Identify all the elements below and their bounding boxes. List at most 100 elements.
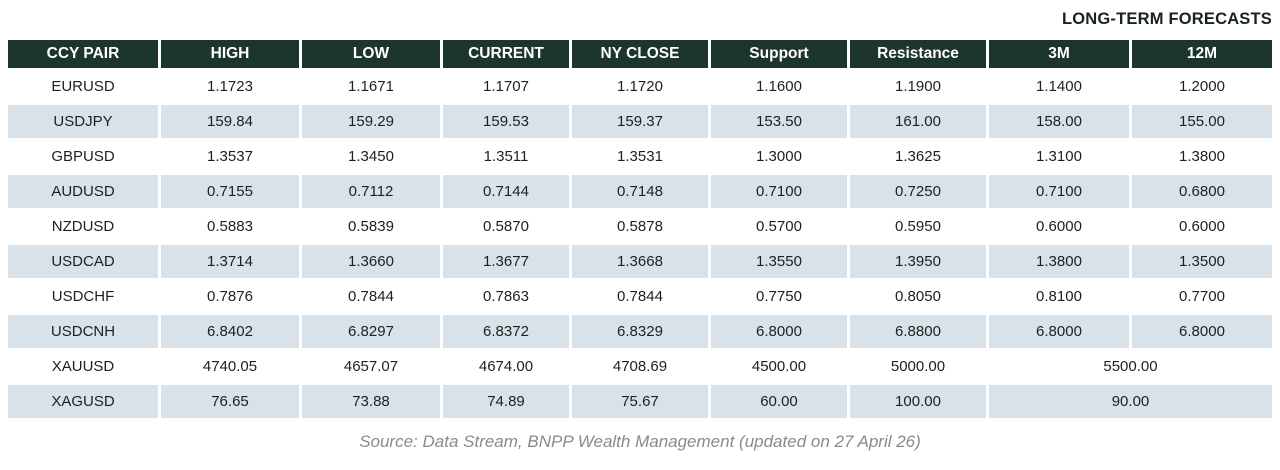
value-cell: 0.7148: [572, 175, 708, 208]
value-cell: 0.6000: [1132, 210, 1272, 243]
header-cell-12m: 12M: [1132, 40, 1272, 68]
top-band: LONG-TERM FORECASTS: [0, 0, 1280, 38]
table-header: CCY PAIR HIGH LOW CURRENT NY CLOSE Support Res…: [8, 40, 1272, 68]
value-cell: 1.3450: [302, 140, 440, 173]
ccy-pair-cell: USDCHF: [8, 280, 158, 313]
value-cell: 1.3511: [443, 140, 569, 173]
ccy-pair-cell: USDCNH: [8, 315, 158, 348]
value-cell: 159.53: [443, 105, 569, 138]
value-cell: 1.3500: [1132, 245, 1272, 278]
value-cell: 159.29: [302, 105, 440, 138]
value-cell: 1.2000: [1132, 70, 1272, 103]
value-cell: 159.84: [161, 105, 299, 138]
value-cell: 1.1707: [443, 70, 569, 103]
value-cell: 4674.00: [443, 350, 569, 383]
value-cell: 1.1400: [989, 70, 1129, 103]
value-cell: 1.3531: [572, 140, 708, 173]
value-cell: 1.3800: [1132, 140, 1272, 173]
value-cell: 0.5870: [443, 210, 569, 243]
value-cell: 0.7144: [443, 175, 569, 208]
value-cell: 0.7700: [1132, 280, 1272, 313]
value-cell: 1.1600: [711, 70, 847, 103]
fx-forecast-table: CCY PAIR HIGH LOW CURRENT NY CLOSE Support Res…: [5, 38, 1275, 420]
value-cell: 6.8329: [572, 315, 708, 348]
value-cell: 0.7844: [302, 280, 440, 313]
value-cell: 0.7863: [443, 280, 569, 313]
value-cell: 159.37: [572, 105, 708, 138]
value-cell: 0.5950: [850, 210, 986, 243]
ccy-pair-cell: EURUSD: [8, 70, 158, 103]
value-cell: 6.8372: [443, 315, 569, 348]
ccy-pair-cell: XAUUSD: [8, 350, 158, 383]
ccy-pair-cell: USDCAD: [8, 245, 158, 278]
table-row-usdcnh: USDCNH 6.8402 6.8297 6.8372 6.8329 6.8000 6.88…: [8, 315, 1272, 348]
value-cell: 1.3000: [711, 140, 847, 173]
value-cell: 5000.00: [850, 350, 986, 383]
header-cell-high: HIGH: [161, 40, 299, 68]
table-row-usdcad: USDCAD 1.3714 1.3660 1.3677 1.3668 1.3550 1.39…: [8, 245, 1272, 278]
value-cell: 1.3100: [989, 140, 1129, 173]
merged-forecast-cell: 90.00: [989, 385, 1272, 418]
value-cell: 0.5878: [572, 210, 708, 243]
header-cell-ccy-pair: CCY PAIR: [8, 40, 158, 68]
value-cell: 73.88: [302, 385, 440, 418]
value-cell: 1.1671: [302, 70, 440, 103]
ccy-pair-cell: AUDUSD: [8, 175, 158, 208]
header-cell-3m: 3M: [989, 40, 1129, 68]
ccy-pair-cell: USDJPY: [8, 105, 158, 138]
value-cell: 6.8402: [161, 315, 299, 348]
value-cell: 1.1720: [572, 70, 708, 103]
value-cell: 1.3714: [161, 245, 299, 278]
value-cell: 4657.07: [302, 350, 440, 383]
value-cell: 1.3625: [850, 140, 986, 173]
value-cell: 0.7876: [161, 280, 299, 313]
value-cell: 0.6000: [989, 210, 1129, 243]
value-cell: 0.7844: [572, 280, 708, 313]
value-cell: 0.5700: [711, 210, 847, 243]
source-note: Source: Data Stream, BNPP Wealth Managem…: [359, 432, 921, 451]
value-cell: 4708.69: [572, 350, 708, 383]
value-cell: 0.7250: [850, 175, 986, 208]
ccy-pair-cell: GBPUSD: [8, 140, 158, 173]
table-row-usdjpy: USDJPY 159.84 159.29 159.53 159.37 153.50 161.…: [8, 105, 1272, 138]
merged-forecast-cell: 5500.00: [989, 350, 1272, 383]
value-cell: 1.3537: [161, 140, 299, 173]
value-cell: 0.7100: [989, 175, 1129, 208]
value-cell: 0.7750: [711, 280, 847, 313]
value-cell: 153.50: [711, 105, 847, 138]
table-body: EURUSD 1.1723 1.1671 1.1707 1.1720 1.1600 1.19…: [8, 70, 1272, 418]
header-cell-ny-close: NY CLOSE: [572, 40, 708, 68]
value-cell: 100.00: [850, 385, 986, 418]
ccy-pair-cell: NZDUSD: [8, 210, 158, 243]
value-cell: 6.8800: [850, 315, 986, 348]
value-cell: 0.6800: [1132, 175, 1272, 208]
value-cell: 0.7155: [161, 175, 299, 208]
value-cell: 76.65: [161, 385, 299, 418]
header-cell-current: CURRENT: [443, 40, 569, 68]
value-cell: 0.5839: [302, 210, 440, 243]
value-cell: 0.7112: [302, 175, 440, 208]
value-cell: 6.8000: [989, 315, 1129, 348]
header-row: CCY PAIR HIGH LOW CURRENT NY CLOSE Support Res…: [8, 40, 1272, 68]
header-cell-support: Support: [711, 40, 847, 68]
long-term-forecasts-label: LONG-TERM FORECASTS: [1061, 10, 1272, 28]
table-row-xauusd: XAUUSD 4740.05 4657.07 4674.00 4708.69 4500.0…: [8, 350, 1272, 383]
value-cell: 60.00: [711, 385, 847, 418]
value-cell: 75.67: [572, 385, 708, 418]
value-cell: 6.8000: [711, 315, 847, 348]
value-cell: 4740.05: [161, 350, 299, 383]
table-row-eurusd: EURUSD 1.1723 1.1671 1.1707 1.1720 1.1600 1.19…: [8, 70, 1272, 103]
value-cell: 1.3660: [302, 245, 440, 278]
value-cell: 1.3668: [572, 245, 708, 278]
value-cell: 4500.00: [711, 350, 847, 383]
table-row-audusd: AUDUSD 0.7155 0.7112 0.7144 0.7148 0.7100 0.72…: [8, 175, 1272, 208]
header-cell-resistance: Resistance: [850, 40, 986, 68]
value-cell: 1.3550: [711, 245, 847, 278]
header-cell-low: LOW: [302, 40, 440, 68]
value-cell: 1.3950: [850, 245, 986, 278]
value-cell: 6.8297: [302, 315, 440, 348]
value-cell: 1.3800: [989, 245, 1129, 278]
value-cell: 0.8100: [989, 280, 1129, 313]
table-row-gbpusd: GBPUSD 1.3537 1.3450 1.3511 1.3531 1.3000 1.36…: [8, 140, 1272, 173]
ccy-pair-cell: XAGUSD: [8, 385, 158, 418]
